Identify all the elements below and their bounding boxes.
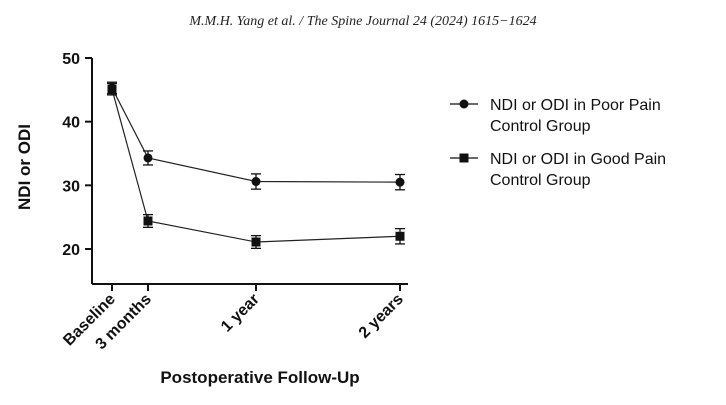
x-tick-label: 2 years (356, 291, 407, 342)
x-tick-label: 1 year (218, 291, 263, 336)
y-tick-label: 20 (62, 242, 80, 259)
y-tick-label: 40 (62, 115, 80, 132)
running-header: M.M.H. Yang et al. / The Spine Journal 2… (189, 14, 537, 29)
legend-marker (459, 99, 469, 109)
y-tick-label: 30 (62, 178, 80, 195)
legend-item-1: NDI or ODI in Poor Pain Control Group (450, 97, 661, 135)
legend-marker (459, 153, 469, 163)
y-axis-title: NDI or ODI (15, 124, 34, 210)
series-1 (107, 81, 405, 191)
series-2 (107, 82, 405, 250)
series-line (111, 89, 401, 243)
data-point (143, 216, 153, 226)
x-axis-title: Postoperative Follow-Up (160, 368, 359, 387)
legend-label: Control Group (490, 172, 591, 189)
data-point (395, 231, 405, 241)
legend-label: NDI or ODI in Good Pain (490, 151, 666, 168)
data-point (251, 237, 261, 247)
legend-label: NDI or ODI in Poor Pain (490, 97, 661, 114)
data-point (107, 84, 117, 94)
legend-item-2: NDI or ODI in Good Pain Control Group (450, 151, 666, 189)
series-line (111, 87, 401, 183)
y-tick-label: 50 (62, 51, 80, 68)
data-point (251, 177, 261, 187)
series-layer (107, 81, 405, 250)
legend-label: Control Group (490, 118, 591, 135)
data-point (143, 153, 153, 163)
data-point (395, 177, 405, 187)
